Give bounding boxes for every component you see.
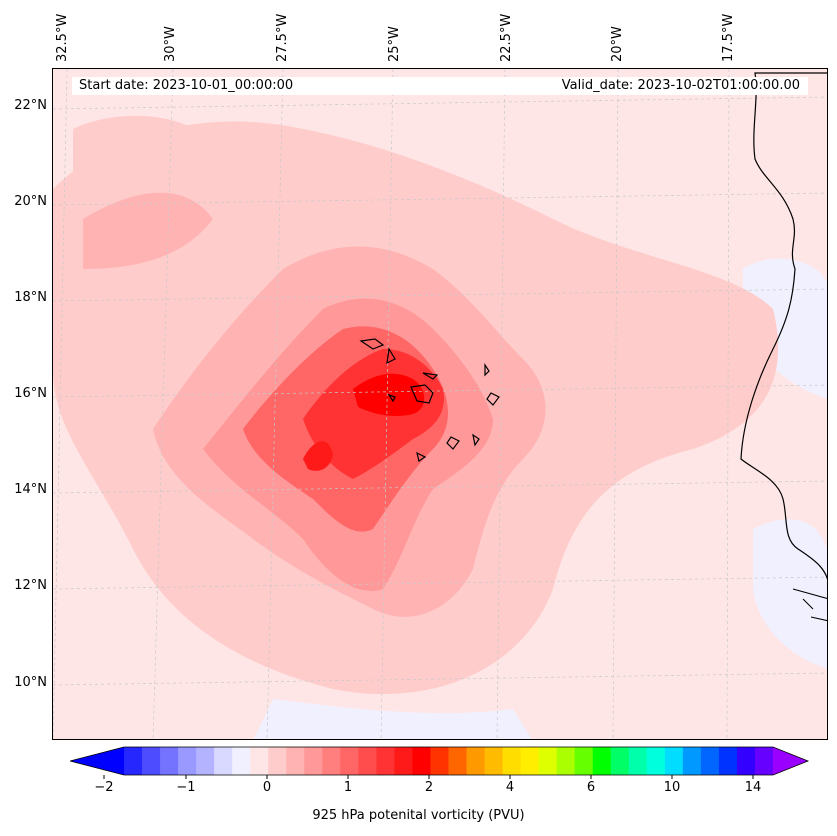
pv-near-zero-patch (253, 699, 532, 739)
lon-label: 30°W (163, 26, 178, 62)
pv-near-zero-patch (743, 258, 827, 399)
colorbar-tick-label: 14 (744, 780, 762, 795)
coastline (792, 588, 827, 622)
colorbar-bin (304, 747, 323, 775)
colorbar-bin (556, 747, 576, 775)
colorbar-bin (340, 747, 359, 775)
start-date-label: Start date: 2023-10-01_00:00:00 (79, 78, 294, 93)
lat-label: 16°N (14, 386, 47, 401)
pv-contour-0.25 (73, 115, 213, 219)
colorbar-bin (178, 747, 197, 775)
lat-label: 10°N (14, 675, 47, 690)
colorbar-bin (682, 747, 702, 775)
colorbar-extend-max (773, 747, 808, 775)
pv-field (53, 69, 827, 739)
colorbar-bin (574, 747, 594, 775)
lon-label: 17.5°W (721, 13, 736, 62)
valid-date-label: Valid_date: 2023-10-02T01:00:00.00 (561, 78, 800, 93)
colorbar-tick-label: 4 (505, 780, 515, 795)
colorbar-bin (232, 747, 251, 775)
colorbar-bin (646, 747, 666, 775)
colorbar-bin (484, 747, 504, 775)
lon-label: 25°W (387, 26, 402, 62)
colorbar-bin (592, 747, 612, 775)
colorbar-bin (736, 747, 756, 775)
colorbar-bin (358, 747, 377, 775)
colorbar-bin (196, 747, 215, 775)
colorbar-bin (538, 747, 558, 775)
colorbar-bin (412, 747, 432, 775)
lat-label: 18°N (14, 290, 47, 305)
lat-label: 14°N (14, 482, 47, 497)
graticule (53, 69, 827, 739)
colorbar-bin (502, 747, 522, 775)
colorbar-bin (268, 747, 287, 775)
colorbar-bin (124, 747, 143, 775)
colorbar-extend-min (70, 747, 124, 775)
colorbar-outline (70, 746, 810, 776)
pv-contour-1.75 (303, 441, 333, 471)
colorbar-tick-label: 6 (586, 780, 596, 795)
colorbar (70, 746, 810, 779)
colorbar-bin (142, 747, 161, 775)
colorbar-bin (250, 747, 269, 775)
lon-label: 32.5°W (55, 13, 70, 62)
colorbar-tick-label: 2 (424, 780, 434, 795)
colorbar-bin (430, 747, 450, 775)
colorbar-bin (376, 747, 396, 775)
colorbar-bin (610, 747, 630, 775)
colorbar-tick-label: 0 (262, 780, 272, 795)
colorbar-title: 925 hPa potenital vorticity (PVU) (312, 808, 525, 823)
colorbar-bin (718, 747, 738, 775)
colorbar-tick-label: −1 (176, 780, 196, 795)
lat-label: 22°N (14, 98, 47, 113)
colorbar-bin (520, 747, 540, 775)
map-panel (52, 68, 828, 740)
pv-contour-0.5 (83, 192, 213, 269)
lat-label: 12°N (14, 578, 47, 593)
colorbar-bin (448, 747, 468, 775)
cape-verde-islands (359, 338, 500, 462)
colorbar-bin (160, 747, 179, 775)
coastline (740, 72, 827, 580)
info-band (72, 77, 808, 95)
colorbar-bin (214, 747, 233, 775)
colorbar-tick-label: 10 (663, 780, 681, 795)
lon-label: 22.5°W (499, 13, 514, 62)
colorbar-bin (664, 747, 684, 775)
colorbar-tick-label: −2 (94, 780, 114, 795)
colorbar-bin (286, 747, 305, 775)
colorbar-tick-label: 1 (343, 780, 353, 795)
colorbar-bin (322, 747, 341, 775)
colorbar-bin (754, 747, 774, 775)
colorbar-bin (394, 747, 414, 775)
colorbar-bin (700, 747, 720, 775)
colorbar-bin (466, 747, 486, 775)
lon-label: 20°W (610, 26, 625, 62)
colorbar-bin (628, 747, 648, 775)
lat-label: 20°N (14, 194, 47, 209)
lon-label: 27.5°W (275, 13, 290, 62)
